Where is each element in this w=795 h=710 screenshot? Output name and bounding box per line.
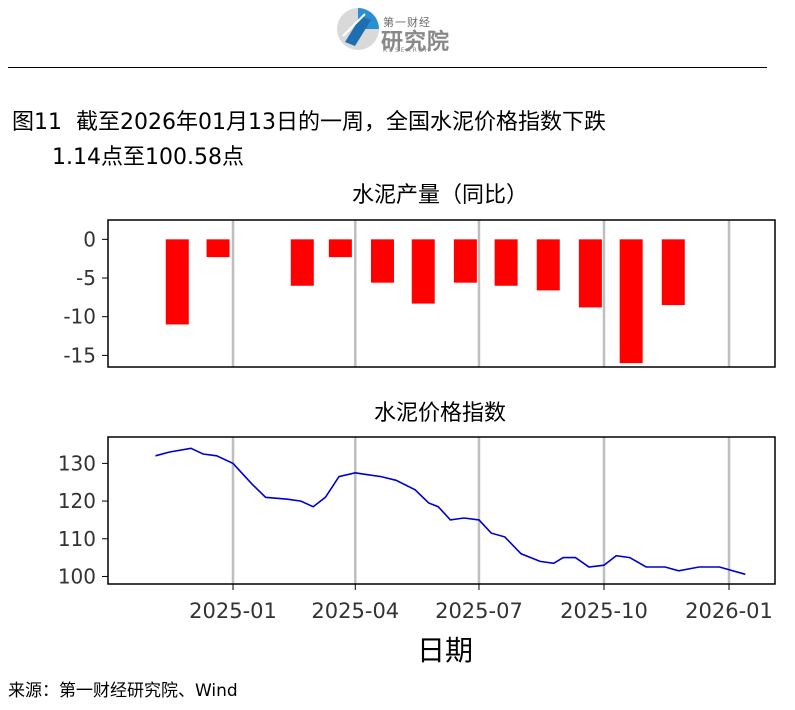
line-y-axis: 100 110 120 130 bbox=[58, 451, 108, 588]
price-index-line bbox=[155, 447, 746, 576]
bar-y-tick-label-3: -15 bbox=[63, 343, 96, 367]
figure-number: 图11 bbox=[12, 110, 62, 135]
header-divider bbox=[8, 67, 767, 68]
bar-11 bbox=[661, 239, 685, 306]
bar-panel-frame bbox=[107, 219, 776, 368]
bar-2 bbox=[290, 239, 314, 286]
x-tick-label-2: 2025-07 bbox=[435, 599, 523, 623]
bar-y-tick-label-1: -5 bbox=[76, 266, 96, 290]
bar-5 bbox=[411, 239, 435, 304]
bar-6 bbox=[453, 239, 477, 283]
bar-panel-title: 水泥产量（同比） bbox=[352, 183, 528, 208]
bar-panel: 水泥产量（同比） 0 -5 -10 -15 bbox=[63, 183, 776, 368]
x-tick-label-4: 2026-01 bbox=[685, 599, 773, 623]
line-panel-title: 水泥价格指数 bbox=[374, 401, 506, 426]
line-x-axis: 2025-01 2025-04 2025-07 2025-10 2026-01 bbox=[189, 584, 773, 623]
source-note: 来源：第一财经研究院、Wind bbox=[8, 681, 238, 701]
logo-small-text: 第一财经 bbox=[383, 16, 431, 29]
bar-10 bbox=[619, 239, 643, 364]
bar-y-axis: 0 -5 -10 -15 bbox=[63, 227, 108, 367]
research-logo: 第一财经 研究院 RESEARCH bbox=[335, 6, 465, 58]
bar-0 bbox=[165, 239, 189, 325]
bar-panel-grid bbox=[231, 220, 731, 367]
logo-emblem-icon bbox=[337, 8, 379, 50]
bar-1 bbox=[206, 239, 230, 258]
x-axis-label: 日期 bbox=[417, 634, 473, 667]
line-y-tick-label-2: 120 bbox=[58, 489, 96, 513]
figure-title-line1: 截至2026年01月13日的一周，全国水泥价格指数下跌 bbox=[76, 110, 606, 135]
x-tick-label-0: 2025-01 bbox=[189, 599, 277, 623]
line-panel-frame bbox=[107, 436, 776, 585]
logo-main-text: 研究院 bbox=[381, 30, 451, 55]
figure-title: 图11 截至2026年01月13日的一周，全国水泥价格指数下跌 bbox=[12, 106, 606, 140]
bar-y-tick-label-0: 0 bbox=[83, 227, 96, 251]
x-tick-label-1: 2025-04 bbox=[311, 599, 399, 623]
bar-9 bbox=[578, 239, 602, 308]
logo-en-text: RESEARCH bbox=[383, 47, 432, 54]
line-panel-grid bbox=[231, 437, 731, 584]
figure-title-line2: 1.14点至100.58点 bbox=[52, 145, 244, 170]
line-y-tick-label-3: 130 bbox=[58, 451, 96, 475]
bar-y-tick-label-2: -10 bbox=[63, 305, 96, 329]
line-y-tick-label-0: 100 bbox=[58, 564, 96, 588]
line-y-tick-label-1: 110 bbox=[58, 527, 96, 551]
bar-3 bbox=[328, 239, 352, 258]
x-tick-label-3: 2025-10 bbox=[560, 599, 648, 623]
bar-series bbox=[165, 239, 685, 364]
bar-8 bbox=[536, 239, 560, 291]
bar-7 bbox=[494, 239, 518, 286]
bar-4 bbox=[370, 239, 394, 283]
